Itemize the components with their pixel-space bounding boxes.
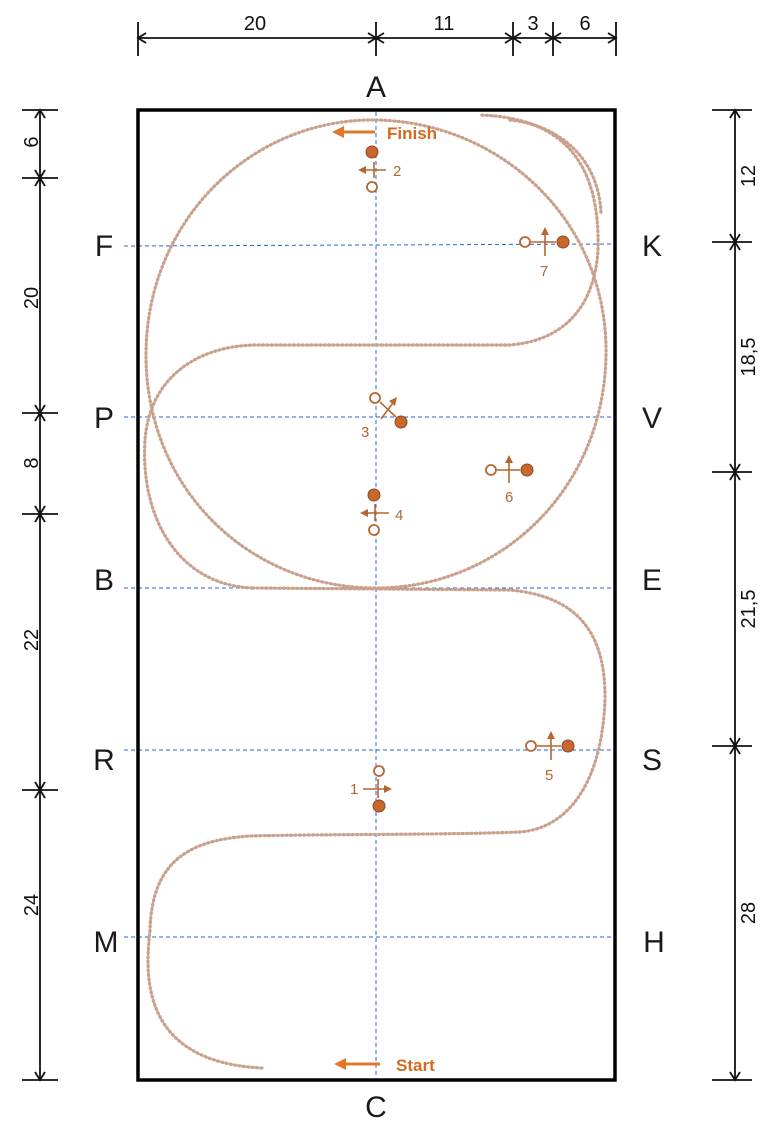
marker-7-filled-dot xyxy=(556,235,570,249)
top-dim-3: 3 xyxy=(527,13,538,35)
marker-4-filled-dot xyxy=(367,488,381,502)
marker-5: 5 xyxy=(525,731,575,784)
top-dim-11: 11 xyxy=(434,13,455,35)
track-upper-return xyxy=(508,118,603,217)
track-upper-serpentine xyxy=(142,113,600,590)
start-arrowhead xyxy=(334,1058,346,1070)
marker-1-number: 1 xyxy=(350,781,358,798)
marker-2-number: 2 xyxy=(393,163,401,180)
letter-k: K xyxy=(642,230,662,263)
letter-m: M xyxy=(94,926,119,959)
letter-p: P xyxy=(94,402,114,435)
letter-h: H xyxy=(643,926,665,959)
marker-4: 4 xyxy=(360,488,403,536)
marker-7-arrowhead xyxy=(541,227,549,235)
marker-2-hollow-dot xyxy=(366,181,378,193)
marker-2-filled-dot xyxy=(365,145,379,159)
marker-6: 6 xyxy=(485,455,534,506)
finish-arrowhead xyxy=(332,126,344,138)
finish-marker: Finish xyxy=(332,124,437,143)
marker-3-hollow-dot xyxy=(369,392,381,404)
marker-4-number: 4 xyxy=(395,507,403,524)
marker-2-arrowhead xyxy=(358,166,366,174)
track-start-loop xyxy=(146,586,607,1070)
right-dim-21-5: 21,5 xyxy=(738,590,760,629)
left-dimensions: 6 20 8 22 24 xyxy=(21,108,58,1082)
track-large-circle xyxy=(144,118,608,590)
left-dim-24: 24 xyxy=(21,894,43,916)
marker-1-filled-dot xyxy=(372,799,386,813)
right-dim-18-5: 18,5 xyxy=(738,338,760,377)
marker-5-arrowhead xyxy=(547,731,555,739)
top-dimensions: 20 11 3 6 xyxy=(136,13,618,56)
left-arrowheads xyxy=(34,108,46,1082)
right-arrowheads xyxy=(729,108,741,1082)
top-dim-6: 6 xyxy=(579,13,590,35)
finish-label: Finish xyxy=(387,124,437,143)
marker-1-arrowhead xyxy=(384,785,392,793)
marker-5-hollow-dot xyxy=(525,740,537,752)
letter-v: V xyxy=(642,402,662,435)
right-dimensions: 12 18,5 21,5 28 xyxy=(712,108,760,1082)
arena-letters: A C F P B R M K V E S H xyxy=(93,71,665,1124)
marker-5-number: 5 xyxy=(545,767,553,784)
marker-1: 1 xyxy=(350,765,392,813)
letter-s: S xyxy=(642,744,662,777)
riding-track xyxy=(142,113,608,1070)
arena-border xyxy=(136,108,617,1082)
marker-6-hollow-dot xyxy=(485,464,497,476)
marker-3-number: 3 xyxy=(361,424,369,441)
left-dim-22: 22 xyxy=(21,629,43,651)
letter-b: B xyxy=(94,564,114,597)
marker-6-filled-dot xyxy=(520,463,534,477)
marker-3-filled-dot xyxy=(394,415,408,429)
marker-7-hollow-dot xyxy=(519,236,531,248)
marker-6-number: 6 xyxy=(505,489,513,506)
letter-e: E xyxy=(642,564,662,597)
start-label: Start xyxy=(396,1056,435,1075)
right-dim-28: 28 xyxy=(738,902,760,924)
start-marker: Start xyxy=(334,1056,435,1075)
left-dim-8: 8 xyxy=(21,457,43,468)
guide-line-f-k xyxy=(123,243,617,247)
letter-f: F xyxy=(95,230,113,263)
marker-6-arrowhead xyxy=(505,455,513,463)
marker-5-filled-dot xyxy=(561,739,575,753)
left-dim-6: 6 xyxy=(21,136,43,147)
marker-3-arrowhead xyxy=(389,397,397,406)
top-arrowheads xyxy=(136,32,618,44)
marker-2: 2 xyxy=(358,145,401,193)
top-dim-20: 20 xyxy=(244,13,266,35)
marker-3-arrow xyxy=(380,402,394,420)
letter-r: R xyxy=(93,744,115,777)
left-dim-20: 20 xyxy=(21,287,43,309)
marker-1-hollow-dot xyxy=(373,765,385,777)
marker-3: 3 xyxy=(361,392,408,441)
marker-7-number: 7 xyxy=(540,263,548,280)
right-dim-12: 12 xyxy=(738,165,760,187)
letter-a: A xyxy=(366,71,386,104)
marker-7: 7 xyxy=(519,227,570,280)
marker-4-hollow-dot xyxy=(368,524,380,536)
marker-4-arrowhead xyxy=(360,509,368,517)
letter-c: C xyxy=(365,1091,387,1124)
